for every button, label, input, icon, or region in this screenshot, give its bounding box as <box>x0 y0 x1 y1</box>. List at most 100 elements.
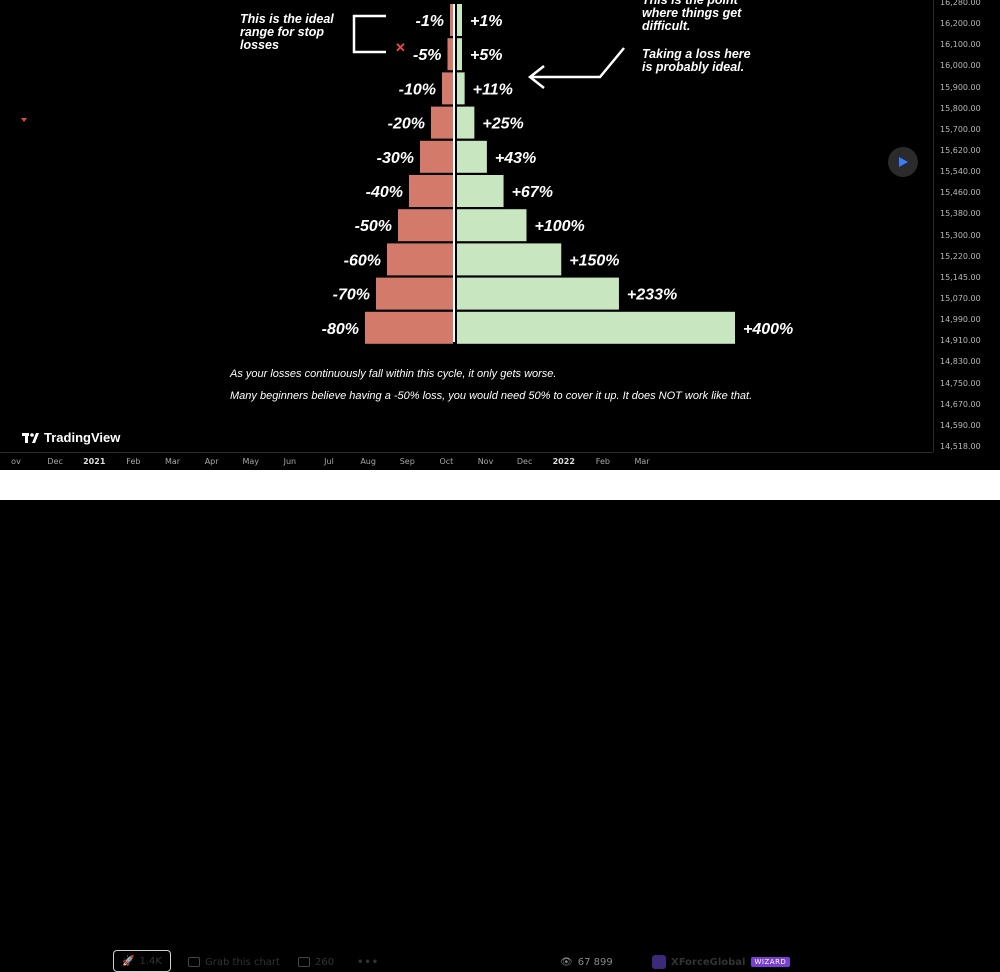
loss-bar <box>398 209 453 242</box>
marker-icon <box>21 118 27 122</box>
price-tick: 14,990.00 <box>940 315 981 325</box>
loss-bar <box>376 277 453 310</box>
price-tick: 14,670.00 <box>940 399 981 409</box>
arrow-icon <box>527 47 625 89</box>
loss-label: -80% <box>322 321 359 338</box>
gain-label: +400% <box>743 321 793 338</box>
gain-label: +150% <box>569 252 619 269</box>
loss-gain-chart: -1% +1% -5% +5% -10% +11% -20% +25% -30% +43% -40%… <box>322 4 793 344</box>
loss-label: -60% <box>344 252 381 269</box>
price-tick: 16,100.00 <box>940 40 981 50</box>
price-tick: 15,700.00 <box>940 124 981 134</box>
close-x-icon: ✕ <box>395 40 406 55</box>
time-tick: Mar <box>164 457 181 466</box>
author-name: XForceGlobal <box>671 956 746 968</box>
gain-bar <box>457 277 619 310</box>
gain-label: +5% <box>470 47 502 64</box>
price-tick: 15,070.00 <box>940 294 981 303</box>
price-tick: 15,540.00 <box>940 167 981 177</box>
price-tick: 14,830.00 <box>940 357 981 367</box>
bracket-icon <box>352 14 386 54</box>
logo-text: TradingView <box>44 430 121 445</box>
price-tick: 15,900.00 <box>940 82 981 92</box>
price-tick: 15,300.00 <box>940 230 981 240</box>
loss-label: -40% <box>366 184 403 201</box>
time-tick: Feb <box>126 457 141 466</box>
price-tick: 16,280.00 <box>940 0 981 7</box>
loss-bar <box>442 72 453 105</box>
price-tick: 14,910.00 <box>940 336 981 346</box>
time-tick: Dec <box>47 457 63 466</box>
loss-label: -70% <box>333 287 370 304</box>
loss-bar <box>450 4 453 36</box>
price-tick: 15,380.00 <box>940 209 981 219</box>
loss-label: -10% <box>399 81 436 98</box>
rocket-icon: 🚀 <box>122 955 135 967</box>
time-tick: Jul <box>324 457 334 466</box>
time-tick: Dec <box>516 457 533 466</box>
time-tick: May <box>242 457 260 466</box>
grab-chart-button[interactable]: Grab this chart <box>188 952 280 972</box>
time-tick: Sep <box>399 457 415 466</box>
comment-icon <box>298 957 310 967</box>
price-tick: 14,750.00 <box>940 378 981 388</box>
gain-bar <box>457 209 527 242</box>
difficult-point-note: This is the point where things get diffi… <box>642 0 742 33</box>
gain-label: +43% <box>495 150 536 167</box>
comments-count: 260 <box>315 956 335 968</box>
time-tick: Feb <box>595 457 610 466</box>
bottom-toolbar: 🚀 1.4K Grab this chart 260 ••• 👁 67 899 … <box>0 470 1000 972</box>
tradingview-logo: TradingView <box>22 430 120 445</box>
time-tick: ov <box>11 457 21 466</box>
loss-bar <box>365 311 453 344</box>
price-tick: 15,460.00 <box>940 188 981 198</box>
price-tick: 16,000.00 <box>940 61 981 71</box>
eye-icon: 👁 <box>560 956 573 968</box>
gain-bar <box>457 106 475 139</box>
loss-label: -50% <box>355 218 392 235</box>
loss-bar <box>431 106 453 139</box>
price-tick: 15,620.00 <box>940 146 981 155</box>
more-icon: ••• <box>357 956 380 968</box>
author-avatar-icon <box>652 955 666 969</box>
time-tick: Nov <box>477 457 494 466</box>
time-axis[interactable]: ov Dec 2021 Feb Mar Apr May Jun Jul Aug Sep Oct Nov D… <box>0 452 933 471</box>
chart-canvas[interactable]: This is the ideal range for stop losses … <box>0 0 933 452</box>
loss-label: -20% <box>388 116 425 133</box>
comments-button[interactable]: 260 <box>298 952 334 972</box>
price-tick: 15,145.00 <box>940 272 981 282</box>
gain-bar <box>457 311 735 344</box>
more-button[interactable]: ••• <box>357 952 379 972</box>
center-axis-line <box>453 4 455 342</box>
boost-count: 1.4K <box>139 955 162 967</box>
gain-bar <box>457 72 465 105</box>
play-button[interactable] <box>888 147 918 177</box>
time-tick: Mar <box>634 457 650 466</box>
price-tick: 14,518.00 <box>940 442 981 451</box>
author-badge: WIZARD <box>750 957 791 967</box>
price-tick: 14,590.00 <box>940 420 981 430</box>
loss-bar <box>387 243 453 276</box>
gain-label: +100% <box>535 218 585 235</box>
loss-bar <box>409 175 453 207</box>
loss-label: -1% <box>416 13 444 30</box>
author-link[interactable]: XForceGlobal WIZARD <box>652 952 791 972</box>
gain-bar <box>457 4 462 36</box>
time-tick: 2022 <box>552 457 575 466</box>
caption-2: Many beginners believe having a -50% los… <box>230 390 753 402</box>
price-tick: 16,200.00 <box>940 19 981 29</box>
gain-bar <box>457 38 462 71</box>
ideal-range-note: This is the ideal range for stop losses <box>240 12 334 52</box>
loss-bar <box>447 38 453 71</box>
grab-chart-icon <box>188 957 200 967</box>
price-axis[interactable]: 16,280.00 16,200.00 16,100.00 16,000.00 15,9… <box>933 0 1000 452</box>
loss-label: -30% <box>377 150 414 167</box>
price-tick: 15,800.00 <box>940 103 981 113</box>
time-tick: Oct <box>439 457 454 466</box>
gain-label: +233% <box>627 287 677 304</box>
gain-bar <box>457 243 562 276</box>
price-tick: 15,220.00 <box>940 251 981 261</box>
boost-button[interactable]: 🚀 1.4K <box>113 950 171 972</box>
tv-logo-icon <box>22 432 39 443</box>
gain-bar <box>457 175 504 207</box>
